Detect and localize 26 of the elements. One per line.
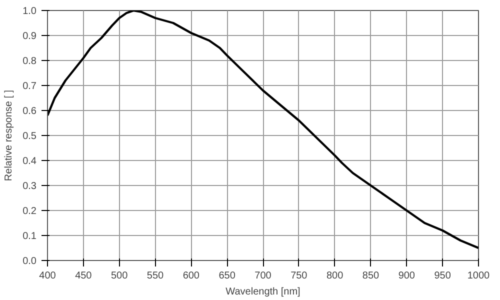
y-tick-label: 0.2 — [22, 206, 37, 217]
x-tick-label: 650 — [218, 270, 236, 282]
x-tick-label: 850 — [362, 270, 380, 282]
y-tick-label: 0.7 — [22, 81, 37, 92]
y-tick-label: 0.8 — [22, 56, 37, 67]
y-tick-label: 0.4 — [22, 156, 37, 167]
y-tick-label: 0.3 — [22, 181, 37, 192]
x-axis-title: Wavelength [nm] — [226, 286, 301, 298]
y-tick-label: 0.0 — [22, 256, 37, 267]
y-tick-label: 0.6 — [22, 106, 37, 117]
y-tick-label: 1.0 — [22, 6, 37, 17]
y-axis-title: Relative response [ ] — [4, 90, 15, 182]
x-tick-label: 800 — [326, 270, 344, 282]
y-tick-label: 0.1 — [22, 231, 37, 242]
y-tick-label: 0.5 — [22, 131, 37, 142]
x-tick-label: 750 — [290, 270, 308, 282]
x-tick-label: 700 — [254, 270, 272, 282]
x-tick-label: 550 — [146, 270, 164, 282]
x-tick-label: 450 — [75, 270, 92, 282]
x-tick-label: 950 — [434, 270, 452, 282]
x-tick-label: 600 — [182, 270, 200, 282]
x-tick-label: 500 — [110, 270, 128, 282]
x-tick-label: 900 — [398, 270, 416, 282]
y-tick-label: 0.9 — [22, 31, 37, 42]
x-tick-label: 400 — [39, 270, 56, 282]
x-tick-label: 1000 — [467, 270, 490, 282]
